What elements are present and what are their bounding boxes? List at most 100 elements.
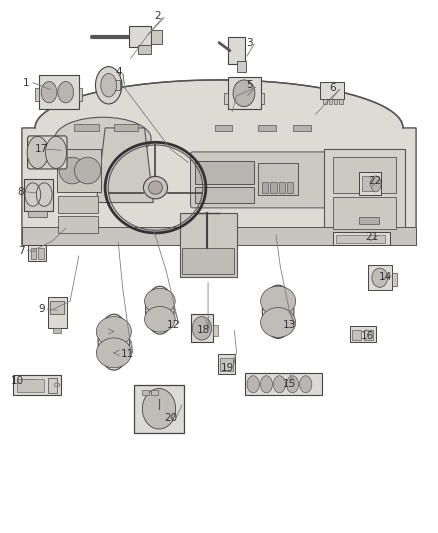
Polygon shape xyxy=(96,128,153,203)
Text: 15: 15 xyxy=(283,379,296,389)
FancyBboxPatch shape xyxy=(38,248,44,259)
Text: 14: 14 xyxy=(379,272,392,282)
Ellipse shape xyxy=(104,320,124,337)
Text: 13: 13 xyxy=(283,320,296,330)
Text: 16: 16 xyxy=(361,331,374,341)
FancyBboxPatch shape xyxy=(339,99,343,104)
Ellipse shape xyxy=(286,376,299,393)
FancyBboxPatch shape xyxy=(392,273,397,286)
Text: 2: 2 xyxy=(154,11,161,21)
FancyBboxPatch shape xyxy=(324,149,405,237)
FancyBboxPatch shape xyxy=(333,197,396,229)
Ellipse shape xyxy=(262,285,294,338)
FancyBboxPatch shape xyxy=(261,93,264,104)
FancyBboxPatch shape xyxy=(191,314,213,342)
FancyBboxPatch shape xyxy=(22,227,416,245)
FancyBboxPatch shape xyxy=(336,235,385,243)
FancyBboxPatch shape xyxy=(129,26,151,47)
Text: 5: 5 xyxy=(246,80,253,90)
FancyBboxPatch shape xyxy=(333,232,390,245)
Text: 19: 19 xyxy=(221,363,234,373)
Ellipse shape xyxy=(273,376,286,393)
FancyBboxPatch shape xyxy=(48,297,67,328)
Ellipse shape xyxy=(74,157,101,184)
FancyBboxPatch shape xyxy=(245,373,322,395)
FancyBboxPatch shape xyxy=(35,88,39,101)
FancyBboxPatch shape xyxy=(228,77,261,109)
FancyBboxPatch shape xyxy=(320,82,344,99)
FancyBboxPatch shape xyxy=(359,217,379,224)
Ellipse shape xyxy=(104,348,124,365)
FancyBboxPatch shape xyxy=(364,330,373,340)
Ellipse shape xyxy=(101,74,117,97)
FancyBboxPatch shape xyxy=(58,196,98,213)
Ellipse shape xyxy=(371,176,381,192)
Ellipse shape xyxy=(268,290,288,306)
Ellipse shape xyxy=(46,136,67,168)
FancyBboxPatch shape xyxy=(58,216,98,233)
Polygon shape xyxy=(22,80,416,245)
Ellipse shape xyxy=(145,286,174,334)
Ellipse shape xyxy=(59,157,85,184)
Text: 10: 10 xyxy=(11,376,24,386)
FancyBboxPatch shape xyxy=(142,390,149,395)
Ellipse shape xyxy=(145,288,175,314)
Text: 6: 6 xyxy=(329,83,336,93)
Text: 11: 11 xyxy=(120,350,134,359)
FancyBboxPatch shape xyxy=(50,301,64,314)
FancyBboxPatch shape xyxy=(224,93,228,104)
FancyBboxPatch shape xyxy=(270,182,277,193)
FancyBboxPatch shape xyxy=(57,149,101,192)
FancyBboxPatch shape xyxy=(359,172,381,195)
Text: 20: 20 xyxy=(164,414,177,423)
FancyBboxPatch shape xyxy=(328,99,332,104)
Ellipse shape xyxy=(96,338,131,368)
FancyBboxPatch shape xyxy=(48,378,57,393)
FancyBboxPatch shape xyxy=(352,330,361,340)
FancyBboxPatch shape xyxy=(287,182,293,193)
FancyBboxPatch shape xyxy=(279,182,285,193)
Ellipse shape xyxy=(27,136,48,168)
Ellipse shape xyxy=(261,308,296,337)
Ellipse shape xyxy=(41,82,57,103)
FancyBboxPatch shape xyxy=(17,379,44,392)
FancyBboxPatch shape xyxy=(258,163,298,195)
FancyBboxPatch shape xyxy=(28,136,67,169)
FancyBboxPatch shape xyxy=(28,245,46,261)
FancyBboxPatch shape xyxy=(182,248,234,274)
FancyBboxPatch shape xyxy=(334,99,337,104)
FancyBboxPatch shape xyxy=(195,187,254,203)
Ellipse shape xyxy=(148,181,162,195)
FancyBboxPatch shape xyxy=(237,61,246,72)
Ellipse shape xyxy=(96,317,131,346)
FancyBboxPatch shape xyxy=(350,326,376,342)
FancyBboxPatch shape xyxy=(151,30,162,44)
Text: 1: 1 xyxy=(23,78,30,87)
Ellipse shape xyxy=(300,376,312,393)
FancyBboxPatch shape xyxy=(13,375,61,395)
FancyBboxPatch shape xyxy=(293,125,311,131)
FancyBboxPatch shape xyxy=(213,325,218,336)
Text: 3: 3 xyxy=(246,38,253,47)
FancyBboxPatch shape xyxy=(138,45,151,54)
FancyBboxPatch shape xyxy=(191,152,326,208)
Ellipse shape xyxy=(58,82,74,103)
FancyBboxPatch shape xyxy=(262,182,268,193)
FancyBboxPatch shape xyxy=(31,248,36,259)
FancyBboxPatch shape xyxy=(368,265,392,290)
FancyBboxPatch shape xyxy=(220,358,233,371)
FancyBboxPatch shape xyxy=(180,213,237,277)
Ellipse shape xyxy=(268,317,288,333)
FancyBboxPatch shape xyxy=(323,99,327,104)
Ellipse shape xyxy=(260,376,272,393)
FancyBboxPatch shape xyxy=(258,125,276,131)
Ellipse shape xyxy=(233,80,255,107)
Text: 8: 8 xyxy=(18,187,25,197)
Text: 4: 4 xyxy=(115,67,122,77)
FancyBboxPatch shape xyxy=(74,124,99,131)
FancyBboxPatch shape xyxy=(114,124,138,131)
Text: 17: 17 xyxy=(35,144,48,154)
FancyBboxPatch shape xyxy=(134,385,184,433)
Ellipse shape xyxy=(145,306,175,332)
FancyBboxPatch shape xyxy=(333,157,396,193)
